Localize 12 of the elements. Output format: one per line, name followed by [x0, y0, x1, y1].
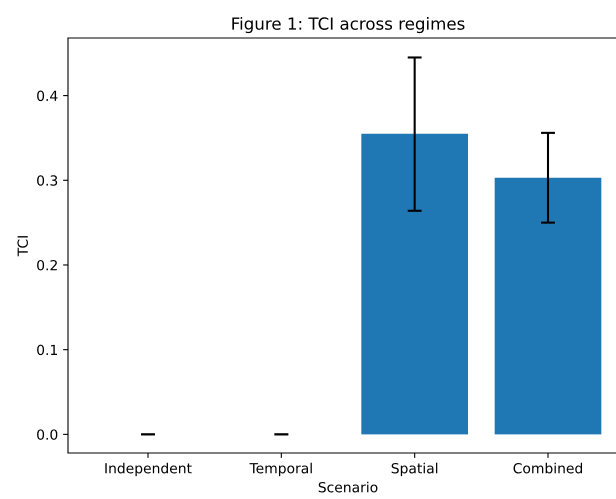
x-tick-label: Independent [105, 462, 192, 476]
y-tick-label: 0.0 [37, 429, 58, 440]
x-tick-label: Combined [513, 462, 582, 474]
chart-title: Figure 1: TCI across regimes [232, 17, 464, 34]
y-tick-label: 0.3 [37, 175, 58, 186]
y-axis-title: TCI [17, 236, 28, 256]
y-tick-label: 0.1 [37, 344, 57, 356]
x-tick-label: Temporal [249, 462, 312, 476]
x-tick-label: Spatial [392, 462, 438, 476]
x-axis-title: Scenario [318, 482, 378, 492]
y-tick-label: 0.4 [37, 90, 58, 102]
y-tick-label: 0.2 [37, 260, 57, 270]
